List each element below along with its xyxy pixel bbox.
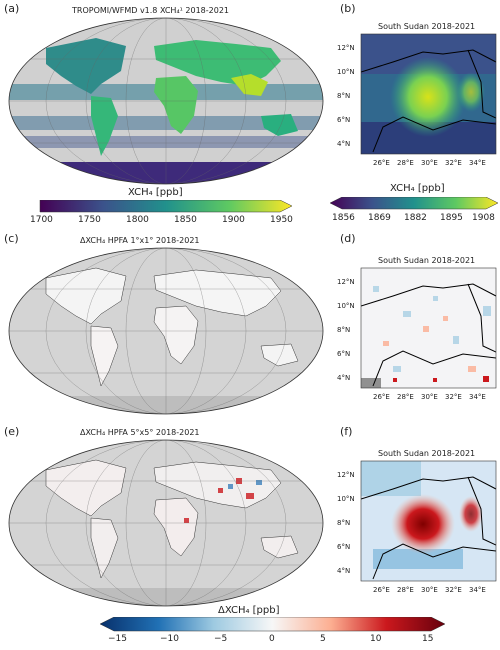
- colorbar-global: [39, 200, 293, 213]
- colorbar-regional: [330, 197, 499, 210]
- lat-tick: 6°N: [337, 350, 350, 358]
- cb-global-tick: 1800: [126, 215, 149, 225]
- lon-tick: 28°E: [397, 586, 414, 594]
- regional-map-delta-5x5: 12°N 10°N 8°N 6°N 4°N 26°E 28°E 30°E 32°…: [337, 460, 497, 594]
- south-america: [91, 96, 118, 156]
- australia: [261, 114, 298, 136]
- lat-tick: 4°N: [337, 140, 350, 148]
- cb-regional-tick: 1856: [332, 213, 355, 223]
- cb-global-tick: 1750: [78, 215, 101, 225]
- panel-d-title: South Sudan 2018-2021: [378, 256, 476, 265]
- lon-tick: 32°E: [445, 393, 462, 401]
- lat-tick: 12°N: [337, 471, 355, 479]
- africa: [154, 76, 198, 134]
- cb-delta-tick: 5: [320, 634, 326, 644]
- colorbar-delta-ticks: −15 −10 −5 0 5 10 15: [100, 634, 445, 648]
- panel-d-letter: (d): [340, 232, 356, 245]
- lat-tick: 8°N: [337, 519, 350, 527]
- lat-tick: 4°N: [337, 374, 350, 382]
- global-map-xch4: [8, 17, 324, 185]
- lon-tick: 32°E: [445, 586, 462, 594]
- cb-regional-tick: 1895: [440, 213, 463, 223]
- lon-tick: 34°E: [469, 586, 486, 594]
- panel-b-title: South Sudan 2018-2021: [378, 22, 476, 31]
- lat-tick: 10°N: [337, 302, 355, 310]
- lat-tick: 12°N: [337, 278, 355, 286]
- cb-regional-tick: 1882: [404, 213, 427, 223]
- colorbar-regional-ticks: 1856 1869 1882 1895 1908: [330, 213, 500, 225]
- cb-global-tick: 1950: [270, 215, 293, 225]
- cb-regional-tick: 1908: [472, 213, 495, 223]
- lon-tick: 26°E: [373, 159, 390, 167]
- lon-tick: 30°E: [421, 586, 438, 594]
- lon-tick: 28°E: [397, 393, 414, 401]
- lat-tick: 10°N: [337, 495, 355, 503]
- cb-global-tick: 1700: [30, 215, 53, 225]
- cb-delta-tick: −5: [214, 634, 228, 644]
- regional-map-xch4: 12°N 10°N 8°N 6°N 4°N 26°E 28°E 30°E 32°…: [337, 33, 497, 167]
- cb-regional-tick: 1869: [368, 213, 391, 223]
- cb-delta-tick: 0: [269, 634, 275, 644]
- lat-tick: 10°N: [337, 68, 355, 76]
- south-asia: [231, 74, 268, 96]
- lon-tick: 28°E: [397, 159, 414, 167]
- lat-tick: 8°N: [337, 92, 350, 100]
- regional-map-delta-1x1: 12°N 10°N 8°N 6°N 4°N 26°E 28°E 30°E 32°…: [337, 267, 497, 401]
- colorbar-global-label: XCH₄ [ppb]: [128, 187, 183, 198]
- panel-e-letter: (e): [4, 425, 20, 438]
- panel-b-letter: (b): [340, 2, 356, 15]
- panel-c-letter: (c): [4, 232, 19, 245]
- panel-f-title: South Sudan 2018-2021: [378, 449, 476, 458]
- cb-global-tick: 1900: [222, 215, 245, 225]
- panel-f-letter: (f): [340, 425, 353, 438]
- panel-e-title: ΔXCH₄ HPFA 5°x5° 2018-2021: [80, 428, 200, 437]
- colorbar-global-ticks: 1700 1750 1800 1850 1900 1950: [30, 215, 300, 227]
- north-america: [46, 38, 126, 94]
- lon-tick: 26°E: [373, 586, 390, 594]
- lon-tick: 30°E: [421, 159, 438, 167]
- lon-tick: 26°E: [373, 393, 390, 401]
- lon-tick: 34°E: [469, 393, 486, 401]
- cb-delta-tick: −10: [160, 634, 179, 644]
- cb-delta-tick: −15: [108, 634, 127, 644]
- sudd-wetland-hotspot: [390, 57, 466, 137]
- lat-tick: 4°N: [337, 567, 350, 575]
- lat-tick: 6°N: [337, 543, 350, 551]
- lon-tick: 34°E: [469, 159, 486, 167]
- colorbar-delta-label: ΔXCH₄ [ppb]: [218, 605, 280, 616]
- cb-delta-tick: 15: [422, 634, 434, 644]
- global-map-delta-1x1: [8, 247, 324, 415]
- lat-tick: 12°N: [337, 44, 355, 52]
- lon-tick: 32°E: [445, 159, 462, 167]
- panel-c-title: ΔXCH₄ HPFA 1°x1° 2018-2021: [80, 236, 200, 245]
- colorbar-regional-label: XCH₄ [ppb]: [390, 183, 445, 194]
- colorbar-delta: [100, 617, 445, 632]
- cb-delta-tick: 10: [370, 634, 382, 644]
- panel-a-title: TROPOMI/WFMD v1.8 XCH₄¹ 2018-2021: [72, 6, 229, 15]
- lat-tick: 6°N: [337, 116, 350, 124]
- panel-a-letter: (a): [4, 2, 20, 15]
- global-map-delta-5x5: [8, 439, 324, 607]
- lon-tick: 30°E: [421, 393, 438, 401]
- cb-global-tick: 1850: [174, 215, 197, 225]
- positive-anomaly-hotspot: [391, 494, 455, 554]
- lat-tick: 8°N: [337, 326, 350, 334]
